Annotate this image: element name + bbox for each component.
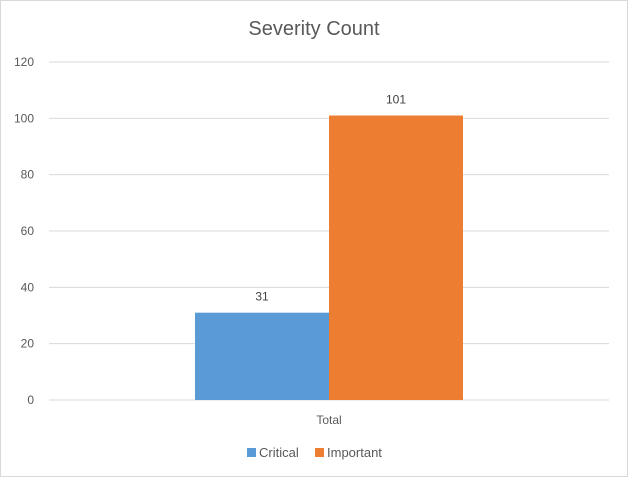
data-label-important: 101	[386, 93, 406, 107]
x-tick-label: Total	[316, 413, 341, 427]
y-tick-label: 40	[21, 280, 35, 294]
legend-item-important: Important	[315, 445, 382, 460]
bar-critical	[195, 312, 329, 400]
y-tick-label: 20	[21, 337, 35, 351]
y-tick-label: 100	[14, 111, 34, 125]
data-label-critical: 31	[255, 290, 269, 304]
bars	[195, 115, 463, 401]
legend-swatch	[315, 448, 324, 457]
legend: Critical Important	[247, 445, 382, 460]
chart-title: Severity Count	[248, 18, 380, 40]
y-tick-label: 120	[14, 55, 34, 69]
legend-item-critical: Critical	[247, 445, 299, 460]
legend-label: Important	[327, 445, 382, 460]
x-axis-ticks: Total	[316, 413, 341, 427]
data-labels: 31 101	[255, 93, 406, 304]
legend-label: Critical	[259, 445, 299, 460]
bar-important	[329, 115, 463, 401]
y-tick-label: 80	[21, 168, 35, 182]
y-tick-label: 0	[27, 393, 34, 407]
legend-swatch	[247, 448, 256, 457]
y-tick-label: 60	[21, 224, 35, 238]
y-axis-ticks: 0 20 40 60 80 100 120	[14, 55, 34, 407]
